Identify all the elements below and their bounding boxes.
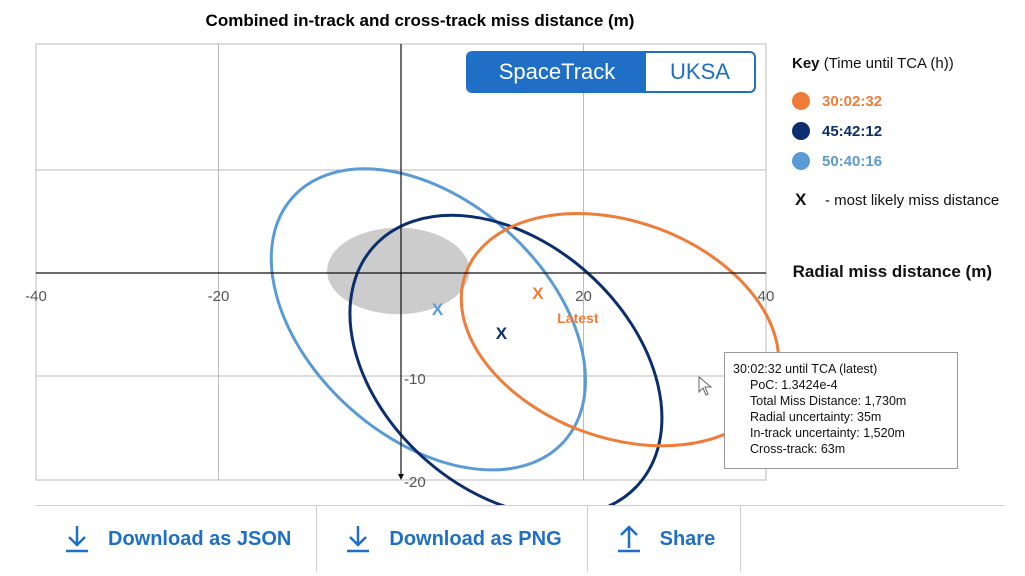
ellipse-504016[interactable] [213, 109, 643, 505]
download-icon [66, 526, 88, 553]
download-png-label: Download as PNG [389, 527, 562, 550]
tooltip-row: Cross-track: 63m [750, 442, 846, 456]
ellipse-454212[interactable] [291, 155, 721, 505]
miss-distance-markers: X Latest X X [432, 284, 599, 343]
tooltip-title: 30:02:32 until TCA (latest) [733, 362, 878, 376]
legend: Key (Time until TCA (h)) 30:02:32 45:42:1… [792, 55, 1022, 210]
y-tick-label: -20 [404, 474, 426, 491]
download-png-button[interactable]: Download as PNG [317, 506, 588, 572]
legend-label: 45:42:12 [822, 122, 883, 140]
y-tick-label: -10 [404, 371, 426, 388]
cursor-icon [698, 375, 713, 396]
chart-axes [36, 44, 766, 480]
legend-item: 45:42:12 [792, 116, 1022, 146]
chart-title: Combined in-track and cross-track miss d… [206, 11, 635, 30]
x-axis-label: Radial miss distance (m) [793, 262, 992, 281]
share-label: Share [659, 527, 716, 550]
x-tick-label: 40 [758, 288, 775, 305]
latest-label: Latest [557, 310, 599, 326]
data-source-toggle: SpaceTrack UKSA [466, 51, 756, 93]
legend-item: 50:40:16 [792, 146, 1022, 176]
legend-swatch [792, 152, 810, 170]
legend-title: Key (Time until TCA (h)) [792, 55, 954, 72]
conjunction-zone [327, 227, 470, 315]
tooltip-row: Radial uncertainty: 35m [750, 410, 882, 424]
action-bar: Download as JSON Download as PNG Share [36, 505, 1004, 576]
download-icon [347, 526, 370, 553]
x-tick-label: -20 [208, 288, 230, 305]
legend-swatch [792, 92, 810, 110]
tooltip-row: PoC: 1.3424e-4 [750, 378, 838, 392]
most-likely-marker[interactable]: X [496, 324, 508, 343]
uncertainty-ellipses [213, 109, 781, 505]
share-icon [617, 525, 640, 553]
shaded-region [327, 227, 470, 315]
tooltip-row: In-track uncertainty: 1,520m [750, 426, 905, 440]
toggle-spacetrack[interactable]: SpaceTrack [468, 53, 646, 91]
tick-labels: -40 -20 20 40 -10 -20 [25, 288, 774, 491]
most-likely-marker[interactable]: X [532, 284, 544, 303]
legend-most-likely: X - most likely miss distance [795, 190, 1000, 209]
tooltip-row: Total Miss Distance: 1,730m [750, 394, 907, 408]
x-tick-label: 20 [575, 288, 592, 305]
legend-label: 30:02:32 [822, 92, 883, 110]
legend-swatch [792, 122, 810, 140]
download-json-button[interactable]: Download as JSON [36, 506, 318, 572]
toggle-uksa[interactable]: UKSA [670, 59, 730, 84]
hover-tooltip: 30:02:32 until TCA (latest) PoC: 1.3424e… [724, 352, 958, 469]
share-button[interactable]: Share [588, 506, 742, 572]
most-likely-marker[interactable]: X [432, 300, 444, 319]
download-json-label: Download as JSON [108, 527, 292, 550]
y-axis-arrow [398, 474, 404, 480]
x-tick-label: -40 [25, 288, 47, 305]
chart-canvas: Combined in-track and cross-track miss d… [25, 11, 992, 505]
legend-item: 30:02:32 [792, 86, 1022, 116]
legend-label: 50:40:16 [822, 152, 883, 170]
